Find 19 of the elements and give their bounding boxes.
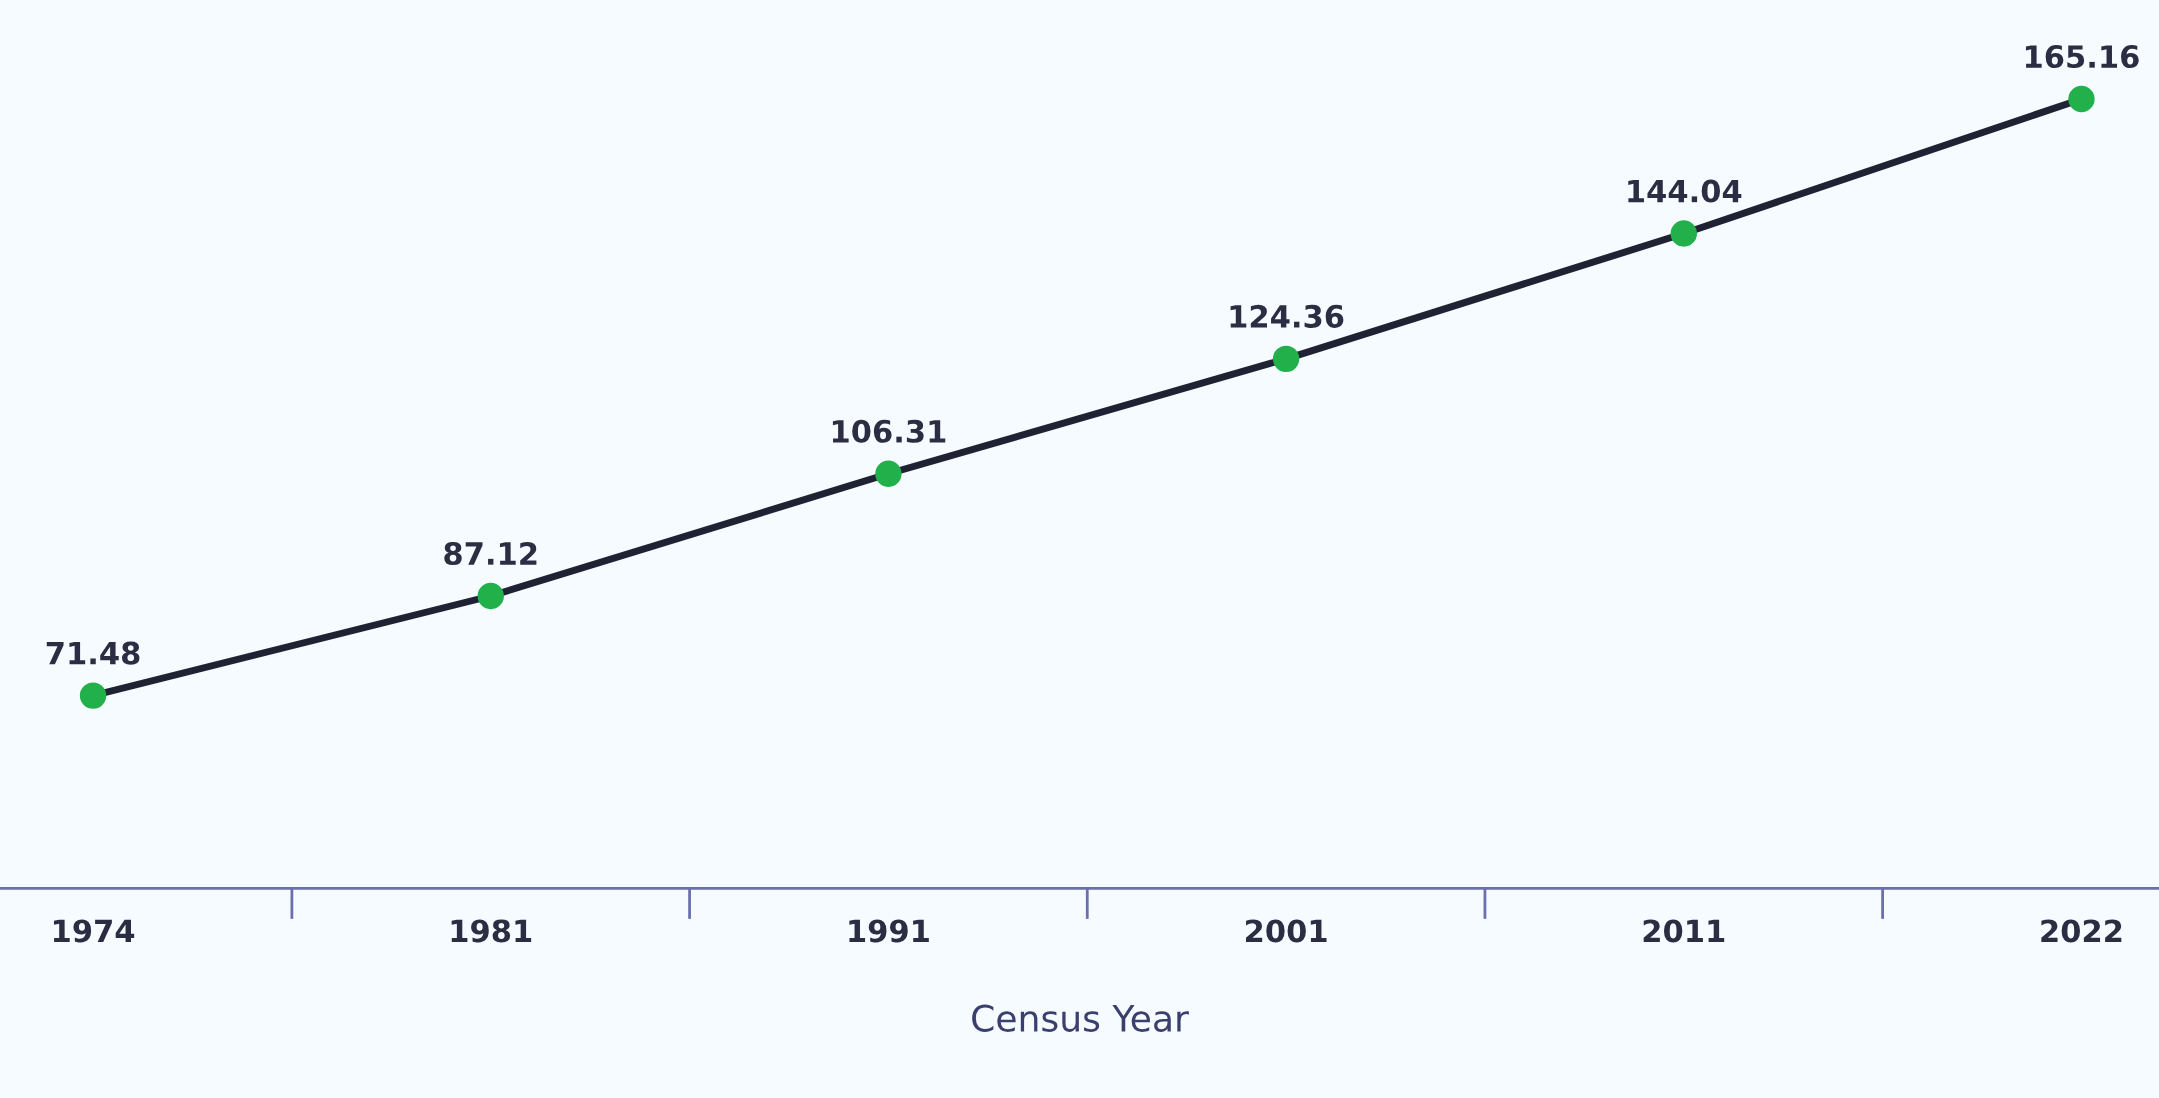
data-label: 124.36 bbox=[1230, 304, 1344, 328]
x-axis-title: Census Year bbox=[972, 1004, 1189, 1032]
x-tick-label: 1981 bbox=[451, 919, 532, 943]
data-label: 71.48 bbox=[46, 641, 140, 665]
point bbox=[875, 460, 902, 487]
x-tick-label: 2011 bbox=[1643, 919, 1725, 943]
point bbox=[2068, 85, 2095, 113]
x-tick-label: 1991 bbox=[849, 919, 929, 943]
point bbox=[1272, 345, 1300, 373]
data-label: 165.16 bbox=[2025, 45, 2139, 69]
data-label: 144.04 bbox=[1628, 179, 1742, 203]
x-tick-label: 2001 bbox=[1245, 919, 1327, 943]
point bbox=[1670, 220, 1697, 247]
point bbox=[79, 682, 107, 709]
x-tick-label: 1974 bbox=[53, 919, 135, 943]
point bbox=[477, 582, 504, 610]
data-label: 106.31 bbox=[832, 419, 946, 443]
x-tick-label: 2022 bbox=[2041, 919, 2122, 943]
data-label: 87.12 bbox=[444, 541, 537, 566]
